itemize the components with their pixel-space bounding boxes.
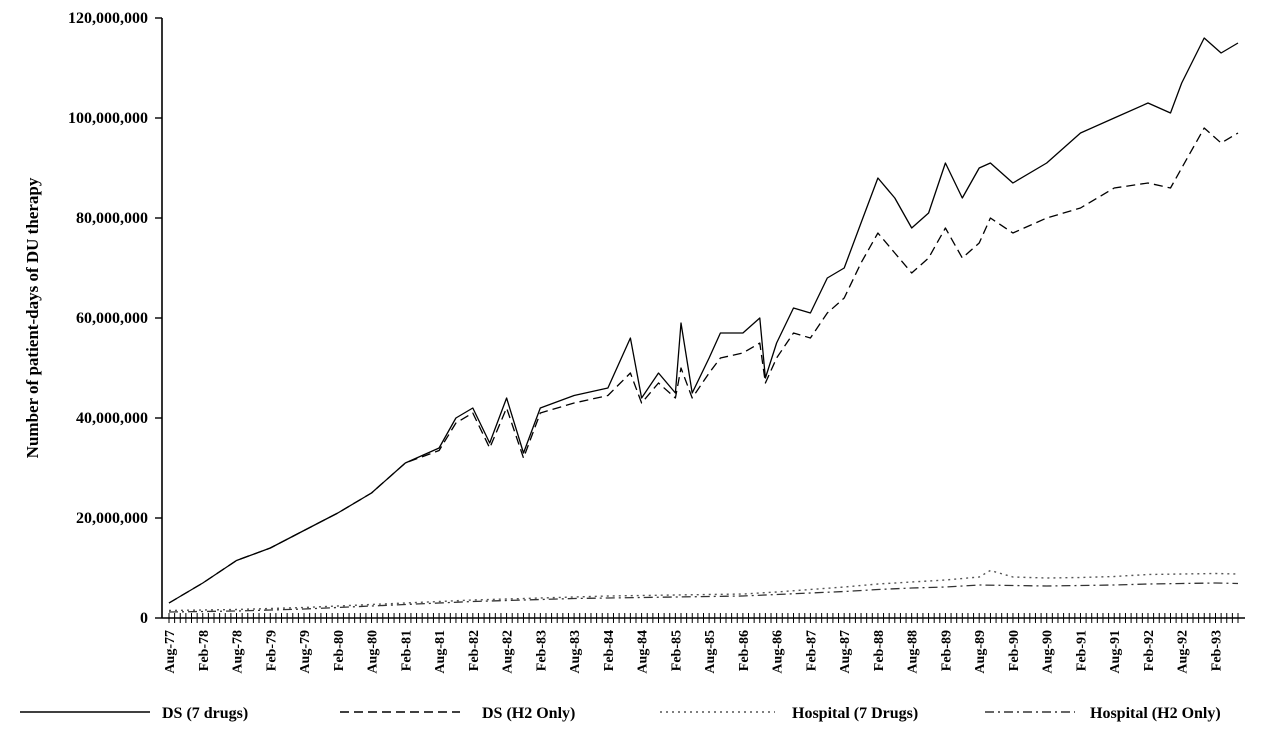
x-tick-label: Feb-92: [1142, 630, 1157, 671]
x-tick-label: Aug-79: [298, 630, 313, 674]
x-tick-label: Feb-79: [264, 630, 279, 671]
legend-label: DS (H2 Only): [482, 705, 575, 722]
legend-label: DS (7 drugs): [162, 705, 248, 722]
legend-label: Hospital (7 Drugs): [792, 705, 918, 722]
series-line-0: [168, 37, 1239, 604]
x-tick-label: Aug-82: [501, 630, 516, 674]
x-tick-label: Aug-90: [1041, 630, 1056, 674]
legend: DS (7 drugs) DS (H2 Only) Hospital (7 Drug…: [20, 705, 1221, 722]
x-tick-label: Aug-89: [973, 630, 988, 674]
x-tick-label: Feb-80: [332, 630, 347, 671]
y-tick-label: 100,000,000: [68, 110, 148, 127]
x-tick-label: Aug-78: [231, 630, 246, 674]
x-tick-label: Feb-84: [602, 630, 617, 671]
x-tick-label: Aug-84: [636, 630, 651, 674]
y-tick-label: 80,000,000: [76, 210, 148, 227]
x-tick-label: Feb-82: [467, 630, 482, 671]
x-axis: Aug-77 Feb-78 Aug-78 Feb-79 Aug-79 Feb-80 Aug-…: [162, 613, 1245, 674]
x-tick-label: Feb-93: [1209, 630, 1224, 671]
x-tick-label: Feb-88: [872, 630, 887, 671]
x-tick-label: Feb-83: [534, 630, 549, 671]
y-tick-label: 60,000,000: [76, 310, 148, 327]
x-tick-label: Feb-78: [197, 630, 212, 671]
x-tick-label: Feb-81: [399, 630, 414, 671]
x-tick-label: Aug-88: [906, 630, 921, 674]
x-tick-label: Feb-85: [669, 630, 684, 671]
series-line-2: [168, 569, 1239, 612]
y-axis-title: Number of patient-days of DU therapy: [23, 177, 42, 458]
x-tick-label: Feb-89: [939, 630, 954, 671]
series-line-1: [168, 127, 1239, 604]
y-tick-label: 20,000,000: [76, 510, 148, 527]
series-line-3: [168, 582, 1239, 613]
y-tick-label: 120,000,000: [68, 10, 148, 27]
y-tick-label: 0: [140, 610, 148, 627]
x-tick-label: Aug-81: [433, 630, 448, 674]
y-tick-label: 40,000,000: [76, 410, 148, 427]
y-axis: 0 20,000,000 40,000,000 60,000,000 80,000,00…: [68, 10, 163, 627]
series-layer: [168, 37, 1239, 613]
x-tick-label: Aug-87: [838, 630, 853, 674]
x-tick-label: Feb-87: [804, 630, 819, 671]
legend-label: Hospital (H2 Only): [1090, 705, 1221, 722]
x-tick-label: Aug-92: [1176, 630, 1191, 674]
x-tick-label: Feb-90: [1007, 630, 1022, 671]
x-tick-label: Aug-85: [703, 630, 718, 674]
x-tick-label: Feb-86: [737, 630, 752, 671]
x-tick-label: Aug-83: [568, 630, 583, 674]
x-tick-label: Aug-80: [366, 630, 381, 674]
x-tick-label: Aug-86: [771, 630, 786, 674]
x-tick-label: Aug-77: [163, 630, 178, 674]
x-tick-label: Aug-91: [1108, 630, 1123, 674]
x-tick-label: Feb-91: [1074, 630, 1089, 671]
